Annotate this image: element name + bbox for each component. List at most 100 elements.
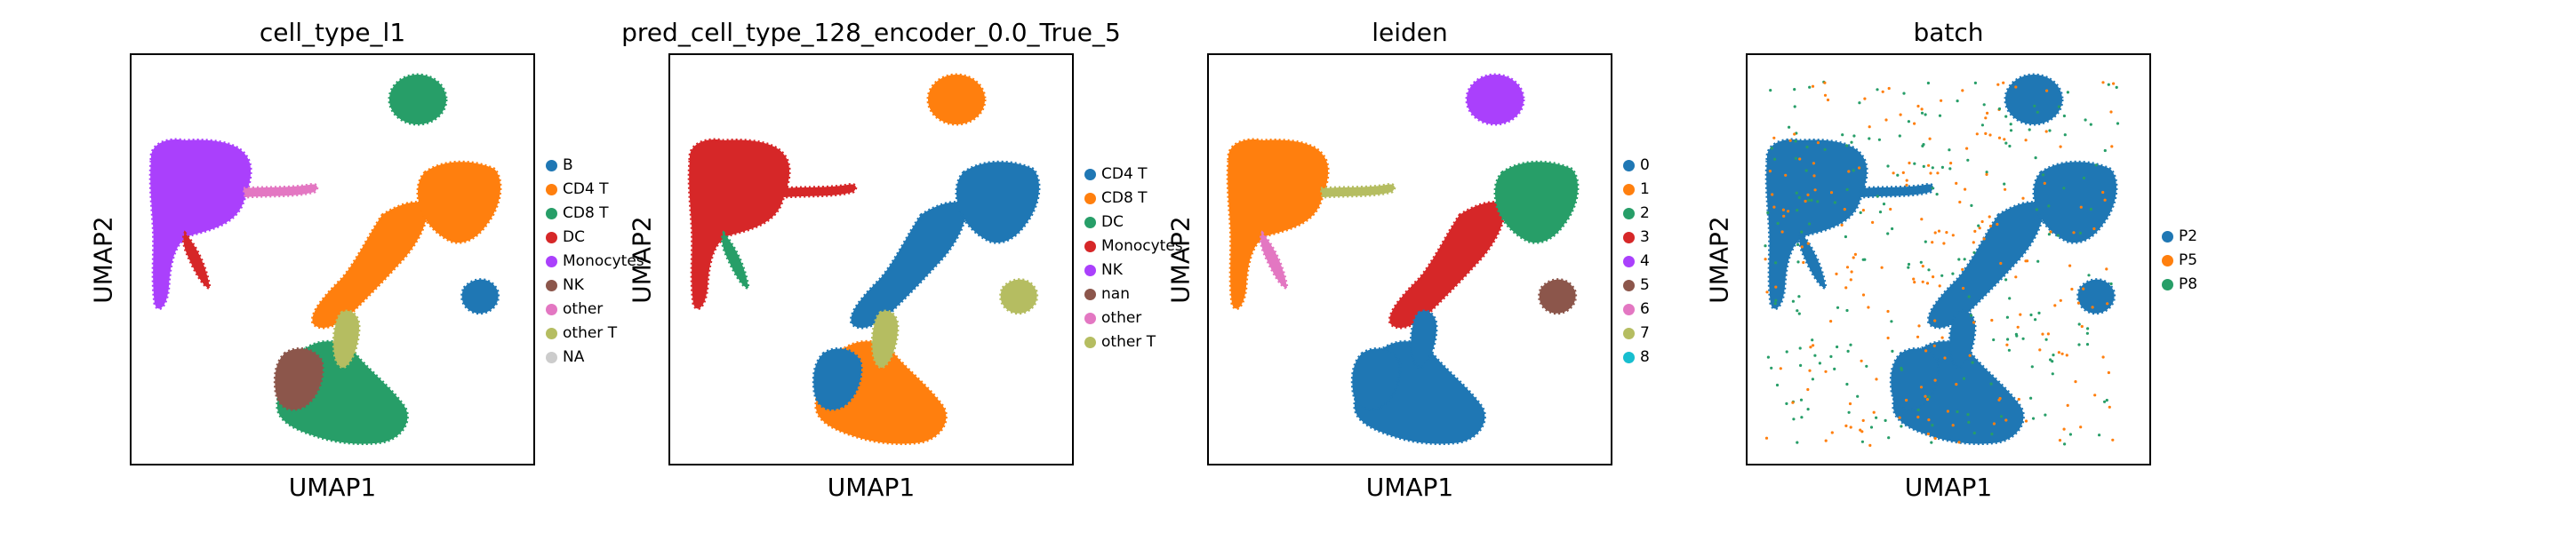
legend-label: CD4 T	[563, 180, 609, 198]
cluster-small-lobe	[2076, 278, 2116, 315]
batch-point	[1951, 234, 1955, 237]
batch-point	[1919, 386, 1924, 389]
batch-point	[1898, 134, 1901, 138]
batch-point	[1811, 378, 1814, 381]
batch-point	[1794, 156, 1797, 160]
legend-item: NK	[1084, 261, 1123, 279]
batch-point	[1957, 441, 1961, 444]
batch-point	[1806, 387, 1810, 392]
batch-point	[1913, 162, 1916, 165]
y-axis-label: UMAP2	[1704, 216, 1734, 304]
batch-point	[1876, 195, 1879, 198]
batch-point	[1963, 258, 1966, 261]
batch-point	[1766, 211, 1770, 215]
batch-point	[1916, 415, 1920, 419]
batch-point	[1919, 260, 1923, 264]
batch-point	[2107, 83, 2110, 86]
batch-point	[1980, 123, 1984, 127]
batch-point	[1865, 364, 1868, 368]
batch-point	[1984, 116, 1988, 120]
legend-label: 2	[1640, 204, 1650, 222]
batch-point	[2043, 181, 2046, 185]
legend-label: 7	[1640, 324, 1650, 342]
batch-point	[1840, 223, 1844, 227]
batch-point	[1980, 219, 1984, 224]
batch-point	[1881, 90, 1884, 93]
plot-area	[130, 53, 535, 465]
batch-point	[1770, 147, 1773, 150]
cluster-stream	[780, 183, 858, 199]
batch-point	[1956, 99, 1959, 103]
batch-point	[2066, 403, 2069, 407]
batch-point	[1829, 191, 1834, 195]
batch-point	[1990, 433, 1994, 436]
legend-label: 0	[1640, 156, 1650, 174]
batch-point	[1966, 158, 1970, 162]
batch-point	[2084, 118, 2087, 122]
batch-point	[1852, 169, 1855, 172]
cluster-left-small	[720, 230, 750, 290]
batch-point	[2021, 337, 2025, 340]
batch-point	[2079, 205, 2083, 209]
batch-point	[1921, 144, 1924, 147]
legend-label: P2	[2179, 227, 2198, 245]
batch-point	[1926, 432, 1930, 436]
batch-point	[1867, 306, 1870, 309]
cluster-diagonal	[849, 201, 967, 330]
batch-point	[2098, 434, 2101, 437]
cluster-left-small	[1259, 230, 1289, 290]
cluster-stream	[1858, 183, 1935, 199]
batch-point	[1813, 188, 1817, 192]
batch-point	[1850, 140, 1853, 144]
batch-point	[1929, 171, 1932, 175]
legend-marker	[546, 255, 557, 267]
cluster-right	[416, 160, 502, 244]
legend-label: DC	[1101, 213, 1124, 231]
batch-point	[1887, 86, 1891, 91]
cluster-left	[1764, 138, 1868, 310]
batch-point	[2003, 182, 2006, 186]
batch-point	[1887, 436, 1891, 440]
batch-point	[1933, 319, 1937, 322]
batch-point	[1785, 402, 1788, 405]
batch-point	[1940, 165, 1944, 169]
batch-point	[2009, 123, 2012, 126]
legend-marker	[546, 327, 557, 339]
batch-point	[1931, 187, 1934, 190]
batch-point	[1844, 235, 1847, 239]
batch-point	[2059, 145, 2062, 148]
batch-point	[1858, 166, 1861, 170]
batch-point	[1849, 426, 1852, 429]
batch-point	[1850, 270, 1853, 274]
legend-marker	[1084, 240, 1096, 252]
batch-point	[2103, 148, 2107, 153]
batch-point	[1798, 157, 1802, 161]
batch-point	[2112, 82, 2116, 85]
batch-point	[1932, 275, 1935, 279]
legend-marker	[1084, 264, 1096, 276]
batch-point	[1876, 88, 1879, 91]
cluster-bottom-left	[812, 346, 863, 411]
batch-point	[2014, 275, 2018, 279]
legend-label: Monocytes	[563, 252, 644, 270]
batch-point	[2115, 85, 2118, 89]
legend-label: CD8 T	[563, 204, 609, 222]
batch-point	[2060, 352, 2064, 355]
batch-point	[1796, 309, 1799, 313]
batch-point	[2106, 302, 2109, 306]
batch-point	[1924, 349, 1928, 353]
batch-point	[2034, 156, 2037, 160]
legend-marker	[2162, 230, 2173, 243]
cluster-bottom-left	[273, 346, 324, 411]
batch-point	[1844, 286, 1848, 290]
batch-point	[2101, 190, 2105, 195]
batch-point	[1936, 171, 1940, 175]
legend-marker	[1623, 351, 1635, 363]
batch-point	[2016, 325, 2020, 329]
batch-point	[1973, 229, 1977, 233]
umap-panel-leiden: leiden UMAP1 UMAP2 0 1 2 3 4 5 6 7 8	[1077, 0, 1717, 533]
batch-point	[1849, 278, 1852, 282]
batch-point	[1766, 355, 1770, 359]
legend-item: CD4 T	[1084, 165, 1148, 183]
batch-point	[2041, 332, 2044, 336]
